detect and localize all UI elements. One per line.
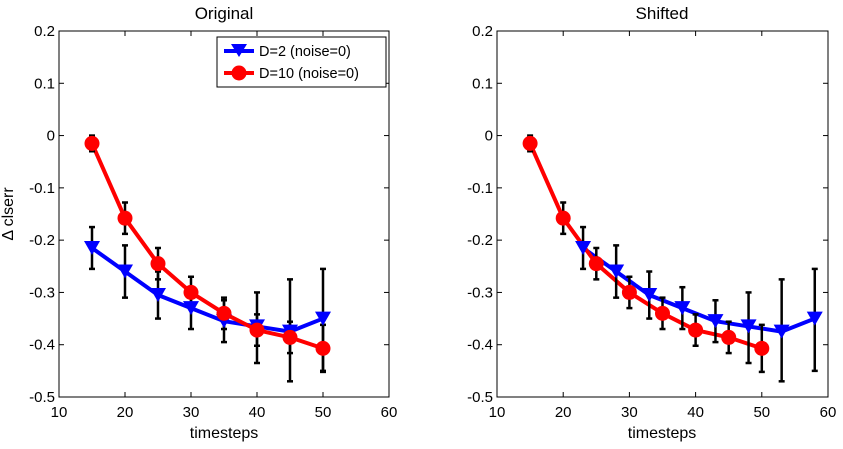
data-point-circle bbox=[150, 256, 166, 272]
data-point-triangle bbox=[641, 288, 658, 303]
x-tick-label: 30 bbox=[621, 404, 638, 421]
x-tick-label: 60 bbox=[820, 404, 837, 421]
chart-title: Original bbox=[195, 4, 254, 23]
data-marks bbox=[522, 134, 823, 383]
data-point-triangle bbox=[315, 311, 331, 326]
legend-marker-circle bbox=[231, 65, 247, 81]
x-tick-label: 40 bbox=[687, 404, 704, 421]
data-point-triangle bbox=[806, 311, 823, 326]
x-tick-label: 30 bbox=[183, 404, 200, 421]
data-point-circle bbox=[522, 135, 538, 151]
data-point-circle bbox=[183, 284, 199, 300]
y-tick-label: -0.5 bbox=[29, 389, 55, 406]
y-tick-label: 0.1 bbox=[34, 75, 55, 92]
y-tick-label: 0.2 bbox=[472, 23, 493, 40]
data-marks bbox=[84, 134, 331, 383]
y-tick-label: -0.2 bbox=[29, 232, 55, 249]
x-tick-label: 10 bbox=[51, 404, 68, 421]
y-tick-label: 0 bbox=[47, 128, 55, 145]
y-tick-label: 0.1 bbox=[472, 75, 493, 92]
data-point-triangle bbox=[84, 240, 100, 255]
y-tick-label: -0.3 bbox=[29, 284, 55, 301]
data-point-triangle bbox=[707, 314, 724, 329]
data-point-circle bbox=[721, 329, 737, 345]
data-point-circle bbox=[655, 305, 670, 321]
data-point-circle bbox=[315, 340, 331, 356]
y-tick-label: 0.2 bbox=[34, 23, 55, 40]
x-tick-label: 10 bbox=[489, 404, 506, 421]
data-point-circle bbox=[754, 340, 770, 356]
data-point-circle bbox=[282, 329, 298, 345]
plot-area-frame bbox=[496, 30, 829, 398]
y-tick-label: -0.4 bbox=[467, 337, 493, 354]
data-point-circle bbox=[117, 210, 133, 226]
axis-ticks: 10 20 30 40 50 60 -0.5 -0.4 -0.3 -0.2 -0.1 0 0.1 0.2 bbox=[467, 23, 836, 421]
data-point-circle bbox=[588, 256, 604, 272]
legend-label-d2: D=2 (noise=0) bbox=[259, 44, 351, 60]
plot-area-frame bbox=[58, 30, 390, 398]
data-point-triangle bbox=[117, 264, 133, 279]
x-tick-label: 50 bbox=[753, 404, 770, 421]
data-point-triangle bbox=[150, 288, 166, 303]
x-tick-label: 50 bbox=[315, 404, 332, 421]
y-tick-label: -0.1 bbox=[467, 180, 493, 197]
legend: D=2 (noise=0) D=10 (noise=0) bbox=[216, 36, 387, 88]
y-tick-label: 0 bbox=[485, 128, 493, 145]
y-tick-label: -0.4 bbox=[29, 337, 55, 354]
x-tick-label: 60 bbox=[381, 404, 398, 421]
chart-panel-shifted: Shifted timesteps 10 20 30 40 50 60 -0.5 -0.4 -0… bbox=[467, 4, 836, 442]
data-point-circle bbox=[621, 284, 637, 300]
data-point-circle bbox=[688, 322, 704, 338]
chart-title: Shifted bbox=[636, 4, 689, 23]
axis-ticks: 10 20 30 40 50 60 -0.5 -0.4 -0.3 -0.2 -0.1 0 0.1 0.2 bbox=[29, 23, 397, 421]
data-point-triangle bbox=[674, 301, 691, 316]
legend-marker-triangle-down bbox=[231, 44, 247, 57]
data-point-circle bbox=[84, 135, 100, 151]
series-line bbox=[528, 142, 763, 351]
series-line bbox=[90, 246, 324, 334]
data-point-triangle bbox=[773, 324, 790, 339]
x-tick-label: 40 bbox=[249, 404, 266, 421]
legend-label-d10: D=10 (noise=0) bbox=[259, 66, 359, 82]
y-tick-label: -0.5 bbox=[467, 389, 493, 406]
series-line bbox=[581, 246, 816, 334]
x-tick-label: 20 bbox=[117, 404, 134, 421]
data-point-triangle bbox=[740, 319, 757, 334]
x-axis-label: timesteps bbox=[190, 425, 258, 442]
y-axis-label: Δ clserr bbox=[0, 187, 17, 241]
y-tick-label: -0.3 bbox=[467, 284, 493, 301]
data-point-circle bbox=[216, 305, 232, 321]
data-point-circle bbox=[249, 322, 265, 338]
chart-panel-original: Original timesteps Δ clserr 10 20 30 40 50 60… bbox=[0, 4, 397, 442]
data-point-triangle bbox=[183, 301, 199, 316]
y-tick-label: -0.2 bbox=[467, 232, 493, 249]
x-axis-label: timesteps bbox=[628, 425, 696, 442]
x-tick-label: 20 bbox=[555, 404, 572, 421]
y-tick-label: -0.1 bbox=[29, 180, 55, 197]
data-point-triangle bbox=[608, 264, 625, 279]
data-point-circle bbox=[555, 210, 571, 226]
data-point-triangle bbox=[575, 240, 592, 255]
